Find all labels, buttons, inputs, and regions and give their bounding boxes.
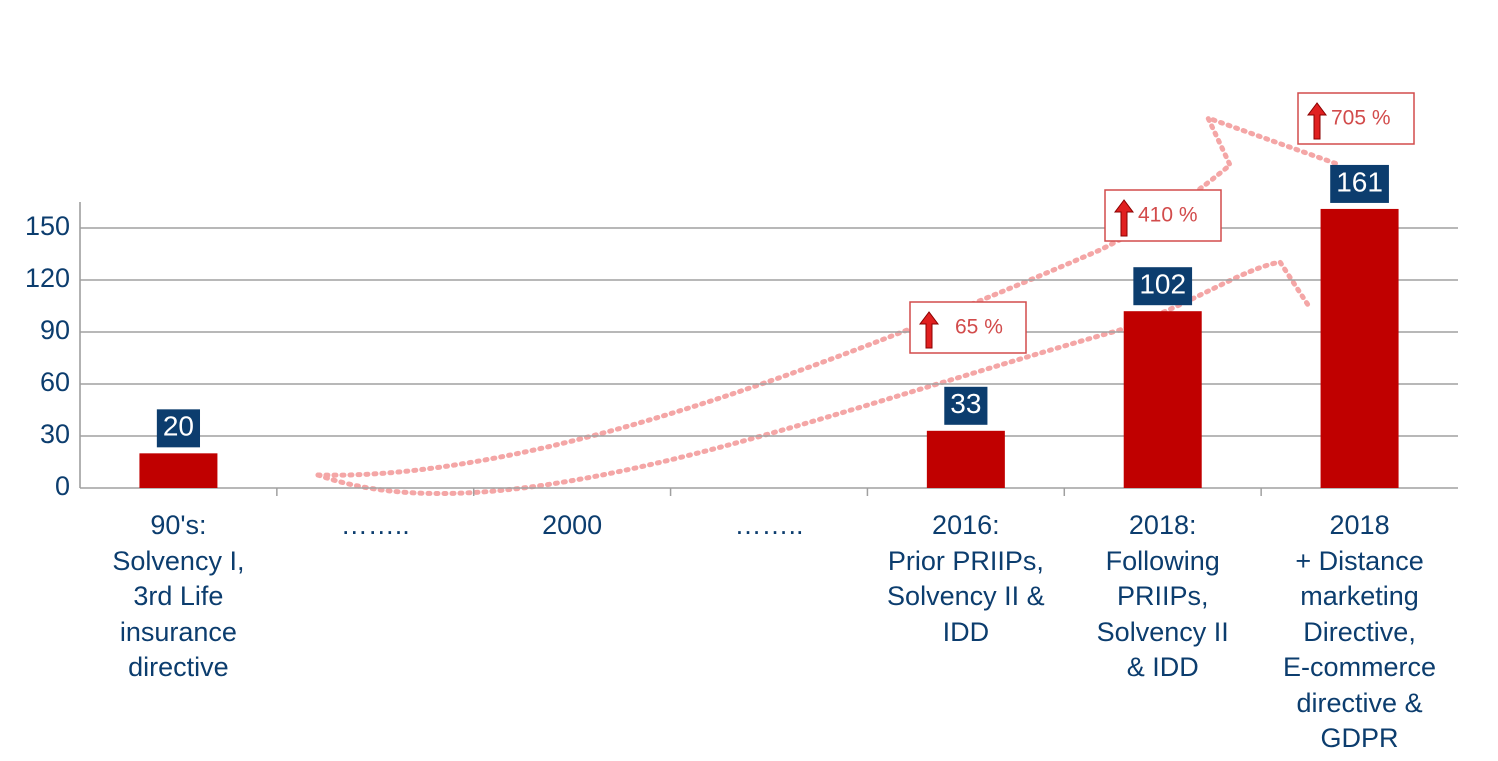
up-arrow-icon xyxy=(1307,102,1327,140)
value-label-box xyxy=(944,386,988,425)
annotation: 410 % xyxy=(1104,189,1222,242)
up-arrow-icon xyxy=(919,311,939,349)
value-label-text: 102 xyxy=(1139,269,1186,300)
value-label-text: 33 xyxy=(950,388,981,419)
value-label: 102 xyxy=(1133,267,1193,306)
value-label: 20 xyxy=(156,409,201,448)
value-label: 33 xyxy=(944,386,988,425)
value-label-box xyxy=(1330,164,1389,203)
annotation: 705 % xyxy=(1297,92,1415,145)
bar xyxy=(1320,208,1399,488)
bar xyxy=(1123,311,1202,488)
y-tick-label: 120 xyxy=(25,263,70,293)
annotation-text: 65 % xyxy=(955,316,1003,339)
y-tick-label: 30 xyxy=(40,419,70,449)
x-tick-label: 2018 + Distance marketing Directive, E-c… xyxy=(1283,510,1437,753)
y-tick-label: 60 xyxy=(40,367,70,397)
value-label-text: 161 xyxy=(1336,166,1383,197)
up-arrow-icon xyxy=(1114,199,1134,237)
y-tick-label: 0 xyxy=(55,471,70,501)
bar xyxy=(139,453,218,488)
x-tick-label: …….. xyxy=(734,510,804,540)
annotation: 65 % xyxy=(909,301,1027,354)
value-label-box xyxy=(1133,267,1193,306)
x-tick-label: 2016: Prior PRIIPs, Solvency II & IDD xyxy=(887,510,1045,647)
x-tick-label: …….. xyxy=(340,510,410,540)
y-tick-label: 150 xyxy=(25,211,70,241)
annotation-text: 410 % xyxy=(1138,204,1198,227)
x-tick-label: 2018: Following PRIIPs, Solvency II & ID… xyxy=(1096,510,1229,682)
y-tick-label: 90 xyxy=(40,315,70,345)
x-tick-label: 2000 xyxy=(542,510,603,540)
value-label: 161 xyxy=(1330,164,1389,203)
value-label-box xyxy=(156,409,201,448)
annotation-text: 705 % xyxy=(1331,107,1391,130)
value-label-text: 20 xyxy=(163,411,194,442)
x-tick-label: 90's: Solvency I, 3rd Life insurance dir… xyxy=(112,510,245,682)
bar xyxy=(926,430,1005,488)
